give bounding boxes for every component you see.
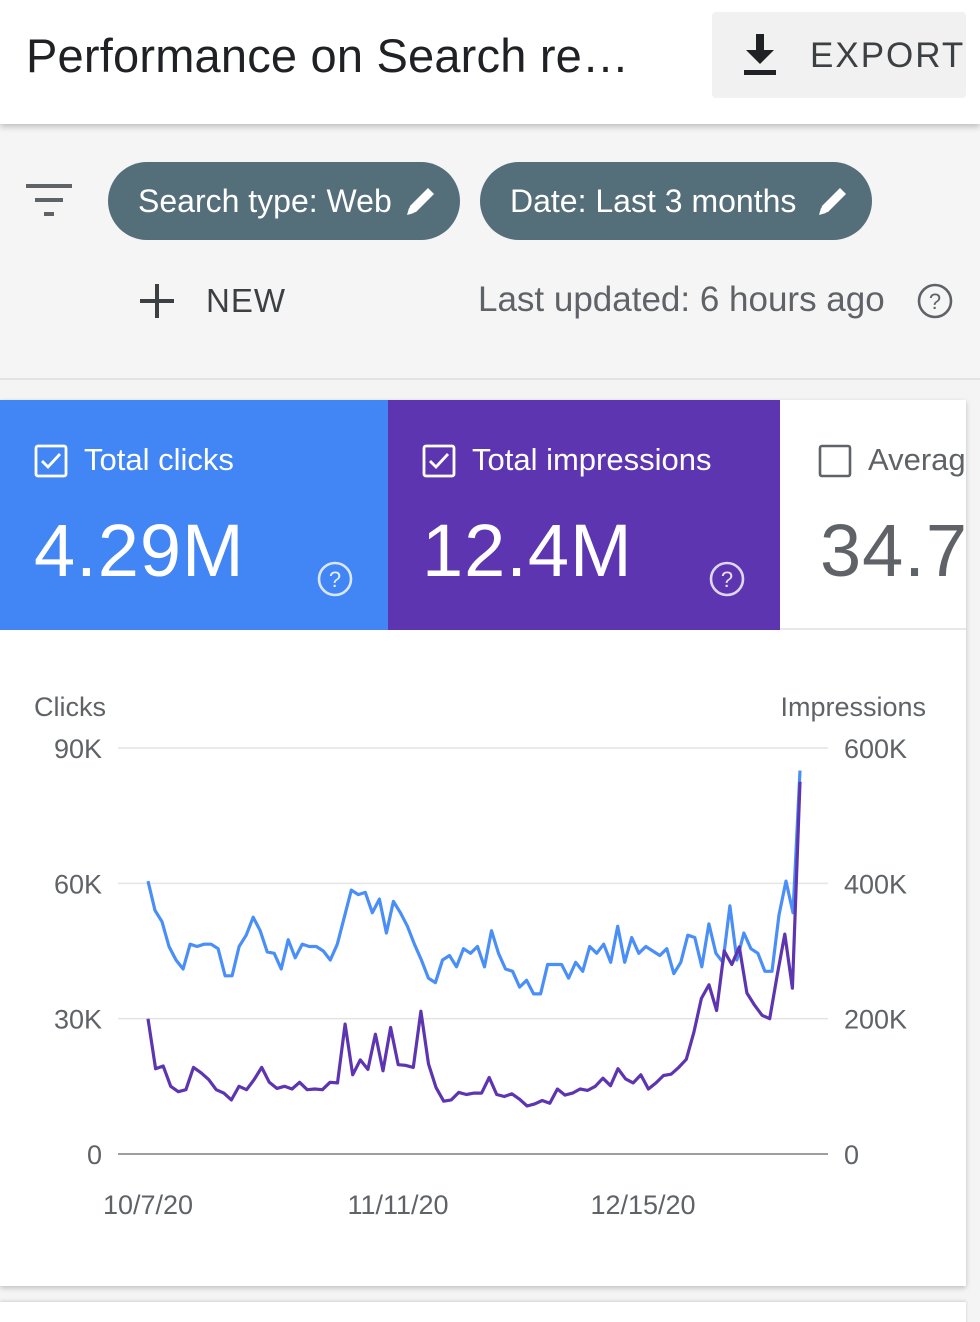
svg-text:?: ? bbox=[929, 289, 941, 314]
right-tick-label: 0 bbox=[844, 1140, 859, 1170]
line-chart: Clicks Impressions 90K 600K 60K 400K 30K 200K 0 0… bbox=[34, 692, 926, 1220]
last-updated-text: Last updated: 6 hours ago bbox=[478, 280, 885, 319]
chip-label: Date: Last 3 months bbox=[510, 183, 797, 219]
top-app-bar: Performance on Search re… EXPORT bbox=[0, 0, 980, 124]
export-button[interactable]: EXPORT bbox=[712, 12, 966, 98]
performance-card: Total clicks 4.29M ? Total impressions 1… bbox=[0, 400, 966, 1286]
download-icon bbox=[744, 34, 776, 75]
chip-label: Search type: Web bbox=[138, 183, 392, 219]
page-title: Performance on Search re… bbox=[26, 29, 630, 82]
search-type-chip[interactable]: Search type: Web bbox=[108, 162, 460, 240]
right-axis-title: Impressions bbox=[780, 692, 926, 722]
left-axis-title: Clicks bbox=[34, 692, 106, 722]
metric-label: Averag bbox=[868, 442, 966, 477]
help-icon[interactable]: ? bbox=[316, 560, 354, 598]
plus-icon bbox=[140, 284, 174, 318]
help-icon[interactable]: ? bbox=[708, 560, 746, 598]
left-tick-label: 30K bbox=[54, 1005, 102, 1035]
export-label: EXPORT bbox=[810, 36, 966, 75]
left-tick-label: 60K bbox=[54, 869, 102, 899]
new-filter-button[interactable]: NEW bbox=[136, 276, 296, 328]
metric-value: 34.7 bbox=[820, 509, 966, 592]
x-tick-label: 10/7/20 bbox=[103, 1190, 193, 1220]
edit-pencil-icon bbox=[819, 188, 846, 215]
metric-total-clicks[interactable]: Total clicks 4.29M ? bbox=[0, 400, 388, 630]
series-line-impressions bbox=[146, 781, 802, 1108]
metric-value: 12.4M bbox=[422, 509, 633, 592]
checkbox-unchecked-icon[interactable] bbox=[818, 444, 852, 478]
performance-chart: Clicks Impressions 90K 600K 60K 400K 30K 200K 0 0… bbox=[0, 630, 966, 1286]
metric-average-position[interactable]: Averag 34.7 bbox=[780, 400, 966, 630]
metric-label: Total clicks bbox=[84, 442, 234, 477]
right-tick-label: 600K bbox=[844, 734, 907, 764]
edit-pencil-icon bbox=[407, 188, 434, 215]
next-card bbox=[0, 1302, 966, 1322]
svg-text:?: ? bbox=[721, 567, 733, 592]
filter-icon[interactable] bbox=[26, 182, 72, 218]
x-tick-label: 11/11/20 bbox=[347, 1190, 448, 1220]
checkbox-checked-icon[interactable] bbox=[422, 444, 456, 478]
new-label: NEW bbox=[206, 282, 286, 319]
metric-label: Total impressions bbox=[472, 442, 712, 477]
metric-total-impressions[interactable]: Total impressions 12.4M ? bbox=[388, 400, 780, 630]
svg-text:?: ? bbox=[329, 567, 341, 592]
x-tick-label: 12/15/20 bbox=[590, 1190, 695, 1220]
right-tick-label: 200K bbox=[844, 1005, 907, 1035]
left-tick-label: 90K bbox=[54, 734, 102, 764]
metric-value: 4.29M bbox=[34, 509, 245, 592]
checkbox-checked-icon[interactable] bbox=[34, 444, 68, 478]
left-tick-label: 0 bbox=[87, 1140, 102, 1170]
series-line-clicks bbox=[146, 770, 802, 996]
date-range-chip[interactable]: Date: Last 3 months bbox=[480, 162, 872, 240]
right-tick-label: 400K bbox=[844, 869, 907, 899]
filter-bar: Search type: Web Date: Last 3 months NEW… bbox=[0, 124, 980, 380]
help-icon[interactable]: ? bbox=[916, 282, 954, 320]
